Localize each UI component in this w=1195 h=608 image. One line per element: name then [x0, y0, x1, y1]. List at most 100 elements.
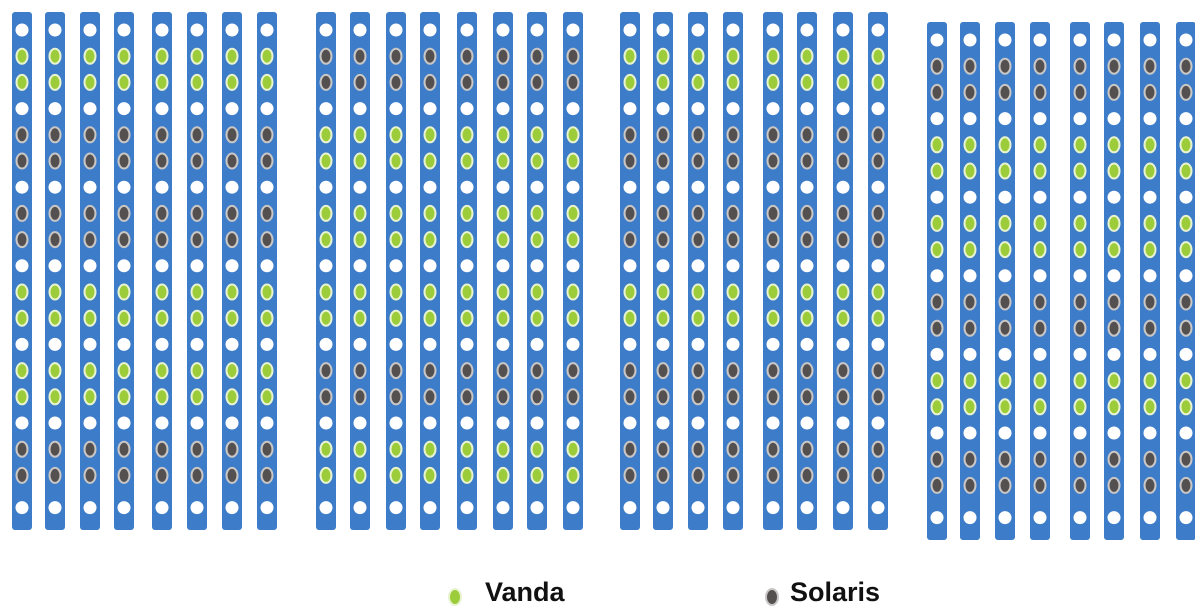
vanda-plant: [691, 283, 705, 301]
vanda-plant: [460, 440, 474, 458]
vanda-plant: [871, 283, 885, 301]
solaris-plant: [963, 83, 977, 101]
vanda-plant: [726, 309, 740, 327]
empty-spot: [260, 501, 274, 515]
vanda-plant: [656, 309, 670, 327]
vanda-plant: [319, 309, 333, 327]
empty-spot: [836, 259, 850, 273]
empty-spot: [1033, 511, 1047, 525]
solaris-plant: [726, 440, 740, 458]
solaris-plant: [871, 231, 885, 249]
solaris-plant: [83, 204, 97, 222]
solaris-plant: [566, 47, 580, 65]
solaris-plant: [117, 126, 131, 144]
empty-spot: [319, 501, 333, 515]
solaris-plant: [319, 362, 333, 380]
solaris-plant: [1143, 83, 1157, 101]
vanda-plant: [15, 47, 29, 65]
vanda-plant: [389, 466, 403, 484]
vanda-plant: [190, 309, 204, 327]
solaris-plant: [836, 231, 850, 249]
vanda-plant: [190, 283, 204, 301]
vanda-plant: [800, 283, 814, 301]
solaris-plant: [260, 152, 274, 170]
solaris-plant: [963, 293, 977, 311]
solaris-plant: [496, 47, 510, 65]
vanda-plant: [691, 47, 705, 65]
vanda-plant: [1073, 214, 1087, 232]
empty-spot: [117, 23, 131, 37]
solaris-plant: [423, 388, 437, 406]
vanda-plant: [566, 309, 580, 327]
vanda-plant: [1107, 214, 1121, 232]
empty-spot: [1179, 190, 1193, 204]
vanda-plant: [836, 73, 850, 91]
vanda-plant: [319, 231, 333, 249]
vanda-plant: [963, 214, 977, 232]
vanda-plant: [353, 283, 367, 301]
empty-spot: [1179, 269, 1193, 283]
vanda-plant: [48, 362, 62, 380]
empty-spot: [623, 180, 637, 194]
empty-spot: [726, 259, 740, 273]
vanda-plant: [353, 466, 367, 484]
empty-spot: [800, 416, 814, 430]
vanda-plant: [83, 283, 97, 301]
vanda-plant: [566, 440, 580, 458]
vanda-plant: [260, 283, 274, 301]
empty-spot: [566, 337, 580, 351]
empty-spot: [1143, 190, 1157, 204]
empty-spot: [83, 337, 97, 351]
solaris-plant: [15, 231, 29, 249]
empty-spot: [260, 259, 274, 273]
empty-spot: [1107, 33, 1121, 47]
vanda-plant: [963, 162, 977, 180]
empty-spot: [319, 180, 333, 194]
vanda-plant: [766, 47, 780, 65]
empty-spot: [998, 269, 1012, 283]
solaris-plant: [190, 440, 204, 458]
empty-spot: [1107, 269, 1121, 283]
solaris-plant: [48, 440, 62, 458]
solaris-plant: [1107, 450, 1121, 468]
empty-spot: [623, 23, 637, 37]
empty-spot: [1033, 347, 1047, 361]
solaris-plant: [836, 466, 850, 484]
solaris-plant: [190, 466, 204, 484]
vanda-plant: [496, 126, 510, 144]
vanda-plant: [800, 73, 814, 91]
solaris-plant: [566, 388, 580, 406]
solaris-plant: [389, 388, 403, 406]
solaris-plant: [800, 152, 814, 170]
empty-spot: [496, 102, 510, 116]
vanda-plant: [530, 152, 544, 170]
vanda-plant: [389, 231, 403, 249]
vanda-plant: [460, 126, 474, 144]
vanda-plant: [496, 152, 510, 170]
empty-spot: [656, 259, 670, 273]
empty-spot: [1107, 347, 1121, 361]
empty-spot: [225, 180, 239, 194]
solaris-plant: [871, 362, 885, 380]
vanda-plant: [1033, 162, 1047, 180]
vanda-plant: [1073, 372, 1087, 390]
solaris-plant: [1179, 57, 1193, 75]
solaris-plant: [1107, 319, 1121, 337]
empty-spot: [998, 426, 1012, 440]
vanda-plant: [1107, 136, 1121, 154]
empty-spot: [117, 501, 131, 515]
solaris-plant: [1179, 83, 1193, 101]
empty-spot: [389, 416, 403, 430]
vanda-plant: [1179, 241, 1193, 259]
solaris-plant: [353, 362, 367, 380]
solaris-plant: [656, 362, 670, 380]
legend-label: Solaris: [790, 577, 880, 607]
empty-spot: [566, 102, 580, 116]
empty-spot: [963, 190, 977, 204]
vanda-plant: [871, 47, 885, 65]
vanda-plant: [155, 309, 169, 327]
strip-area: [12, 12, 1195, 540]
vanda-plant: [353, 231, 367, 249]
empty-spot: [766, 337, 780, 351]
